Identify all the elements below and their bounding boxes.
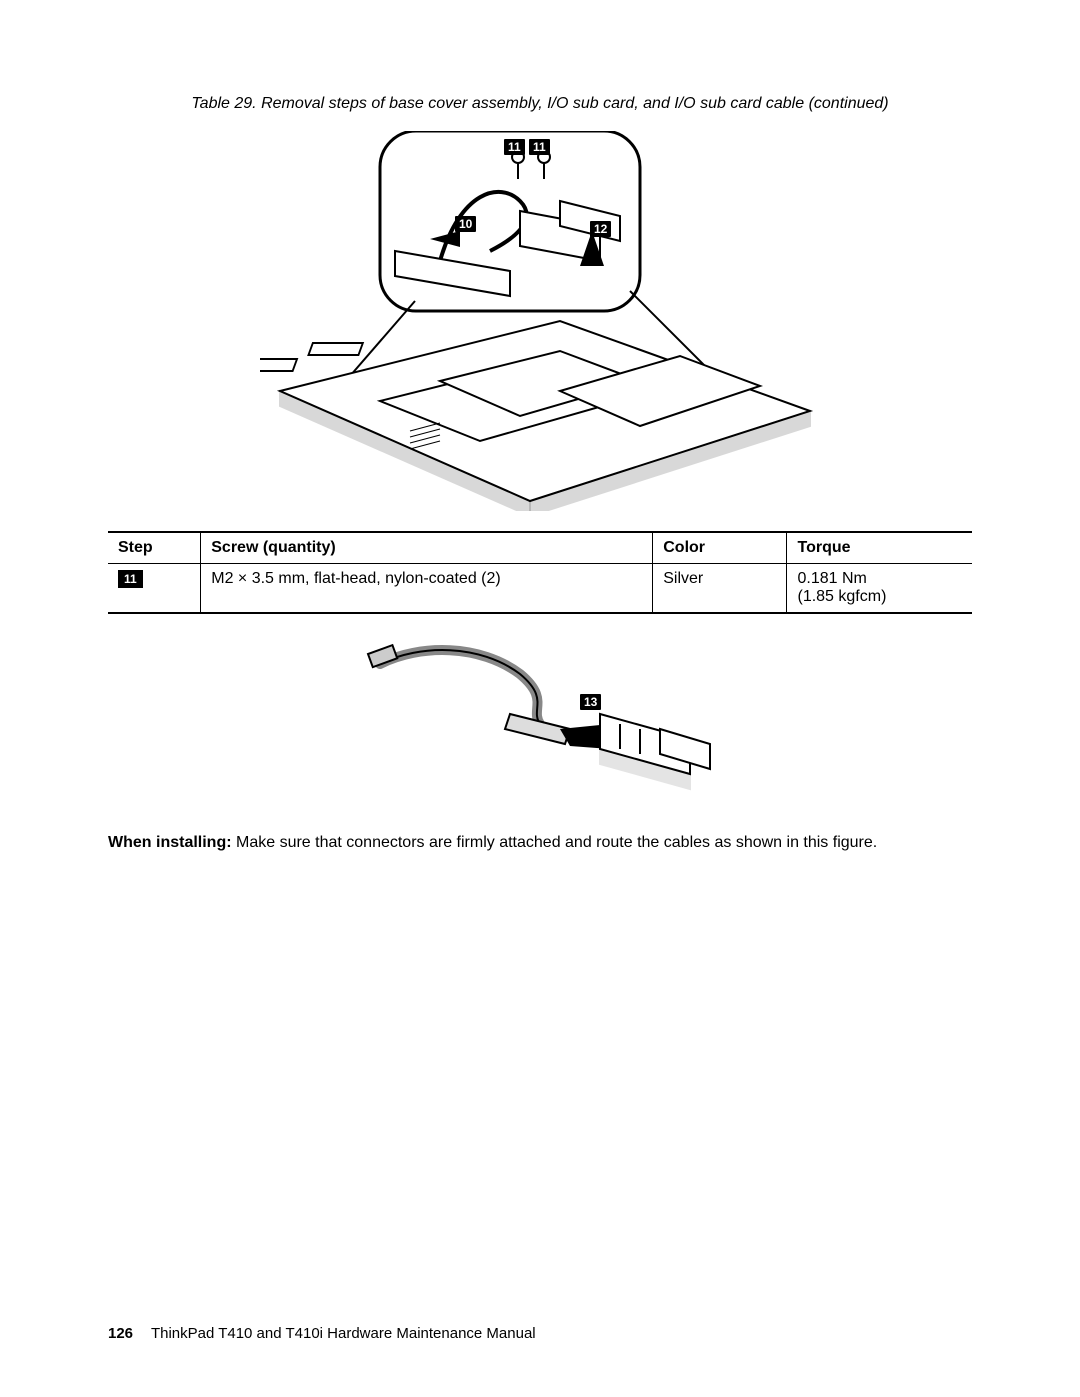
callout-10: 10 bbox=[455, 216, 476, 232]
step-badge: 11 bbox=[118, 570, 143, 588]
install-label: When installing: bbox=[108, 834, 232, 851]
td-screw: M2 × 3.5 mm, flat-head, nylon-coated (2) bbox=[201, 564, 653, 614]
th-torque: Torque bbox=[787, 532, 972, 564]
td-color: Silver bbox=[653, 564, 787, 614]
callout-13: 13 bbox=[580, 694, 601, 710]
install-note: When installing: Make sure that connecto… bbox=[108, 834, 972, 852]
page-number: 126 bbox=[108, 1325, 133, 1342]
table-header-row: Step Screw (quantity) Color Torque bbox=[108, 532, 972, 564]
table-caption: Table 29. Removal steps of base cover as… bbox=[108, 95, 972, 113]
callout-11a: 11 bbox=[504, 139, 525, 155]
page-footer: 126 ThinkPad T410 and T410i Hardware Mai… bbox=[108, 1325, 536, 1342]
screw-spec-table: Step Screw (quantity) Color Torque 11 M2… bbox=[108, 531, 972, 614]
io-cable-illustration bbox=[360, 634, 720, 804]
th-step: Step bbox=[108, 532, 201, 564]
table-row: 11 M2 × 3.5 mm, flat-head, nylon-coated … bbox=[108, 564, 972, 614]
th-screw: Screw (quantity) bbox=[201, 532, 653, 564]
manual-page: Table 29. Removal steps of base cover as… bbox=[0, 0, 1080, 1397]
callout-11b: 11 bbox=[529, 139, 550, 155]
book-title: ThinkPad T410 and T410i Hardware Mainten… bbox=[151, 1325, 536, 1342]
figure-io-cable: 13 bbox=[360, 634, 720, 804]
td-step: 11 bbox=[108, 564, 201, 614]
td-torque: 0.181 Nm (1.85 kgfcm) bbox=[787, 564, 972, 614]
torque-nm: 0.181 Nm bbox=[797, 570, 866, 587]
callout-12: 12 bbox=[590, 221, 611, 237]
base-cover-illustration bbox=[260, 131, 820, 511]
figure-base-cover: 10 11 11 12 bbox=[260, 131, 820, 511]
install-text: Make sure that connectors are firmly att… bbox=[232, 834, 878, 851]
torque-kgfcm: (1.85 kgfcm) bbox=[797, 588, 886, 605]
th-color: Color bbox=[653, 532, 787, 564]
